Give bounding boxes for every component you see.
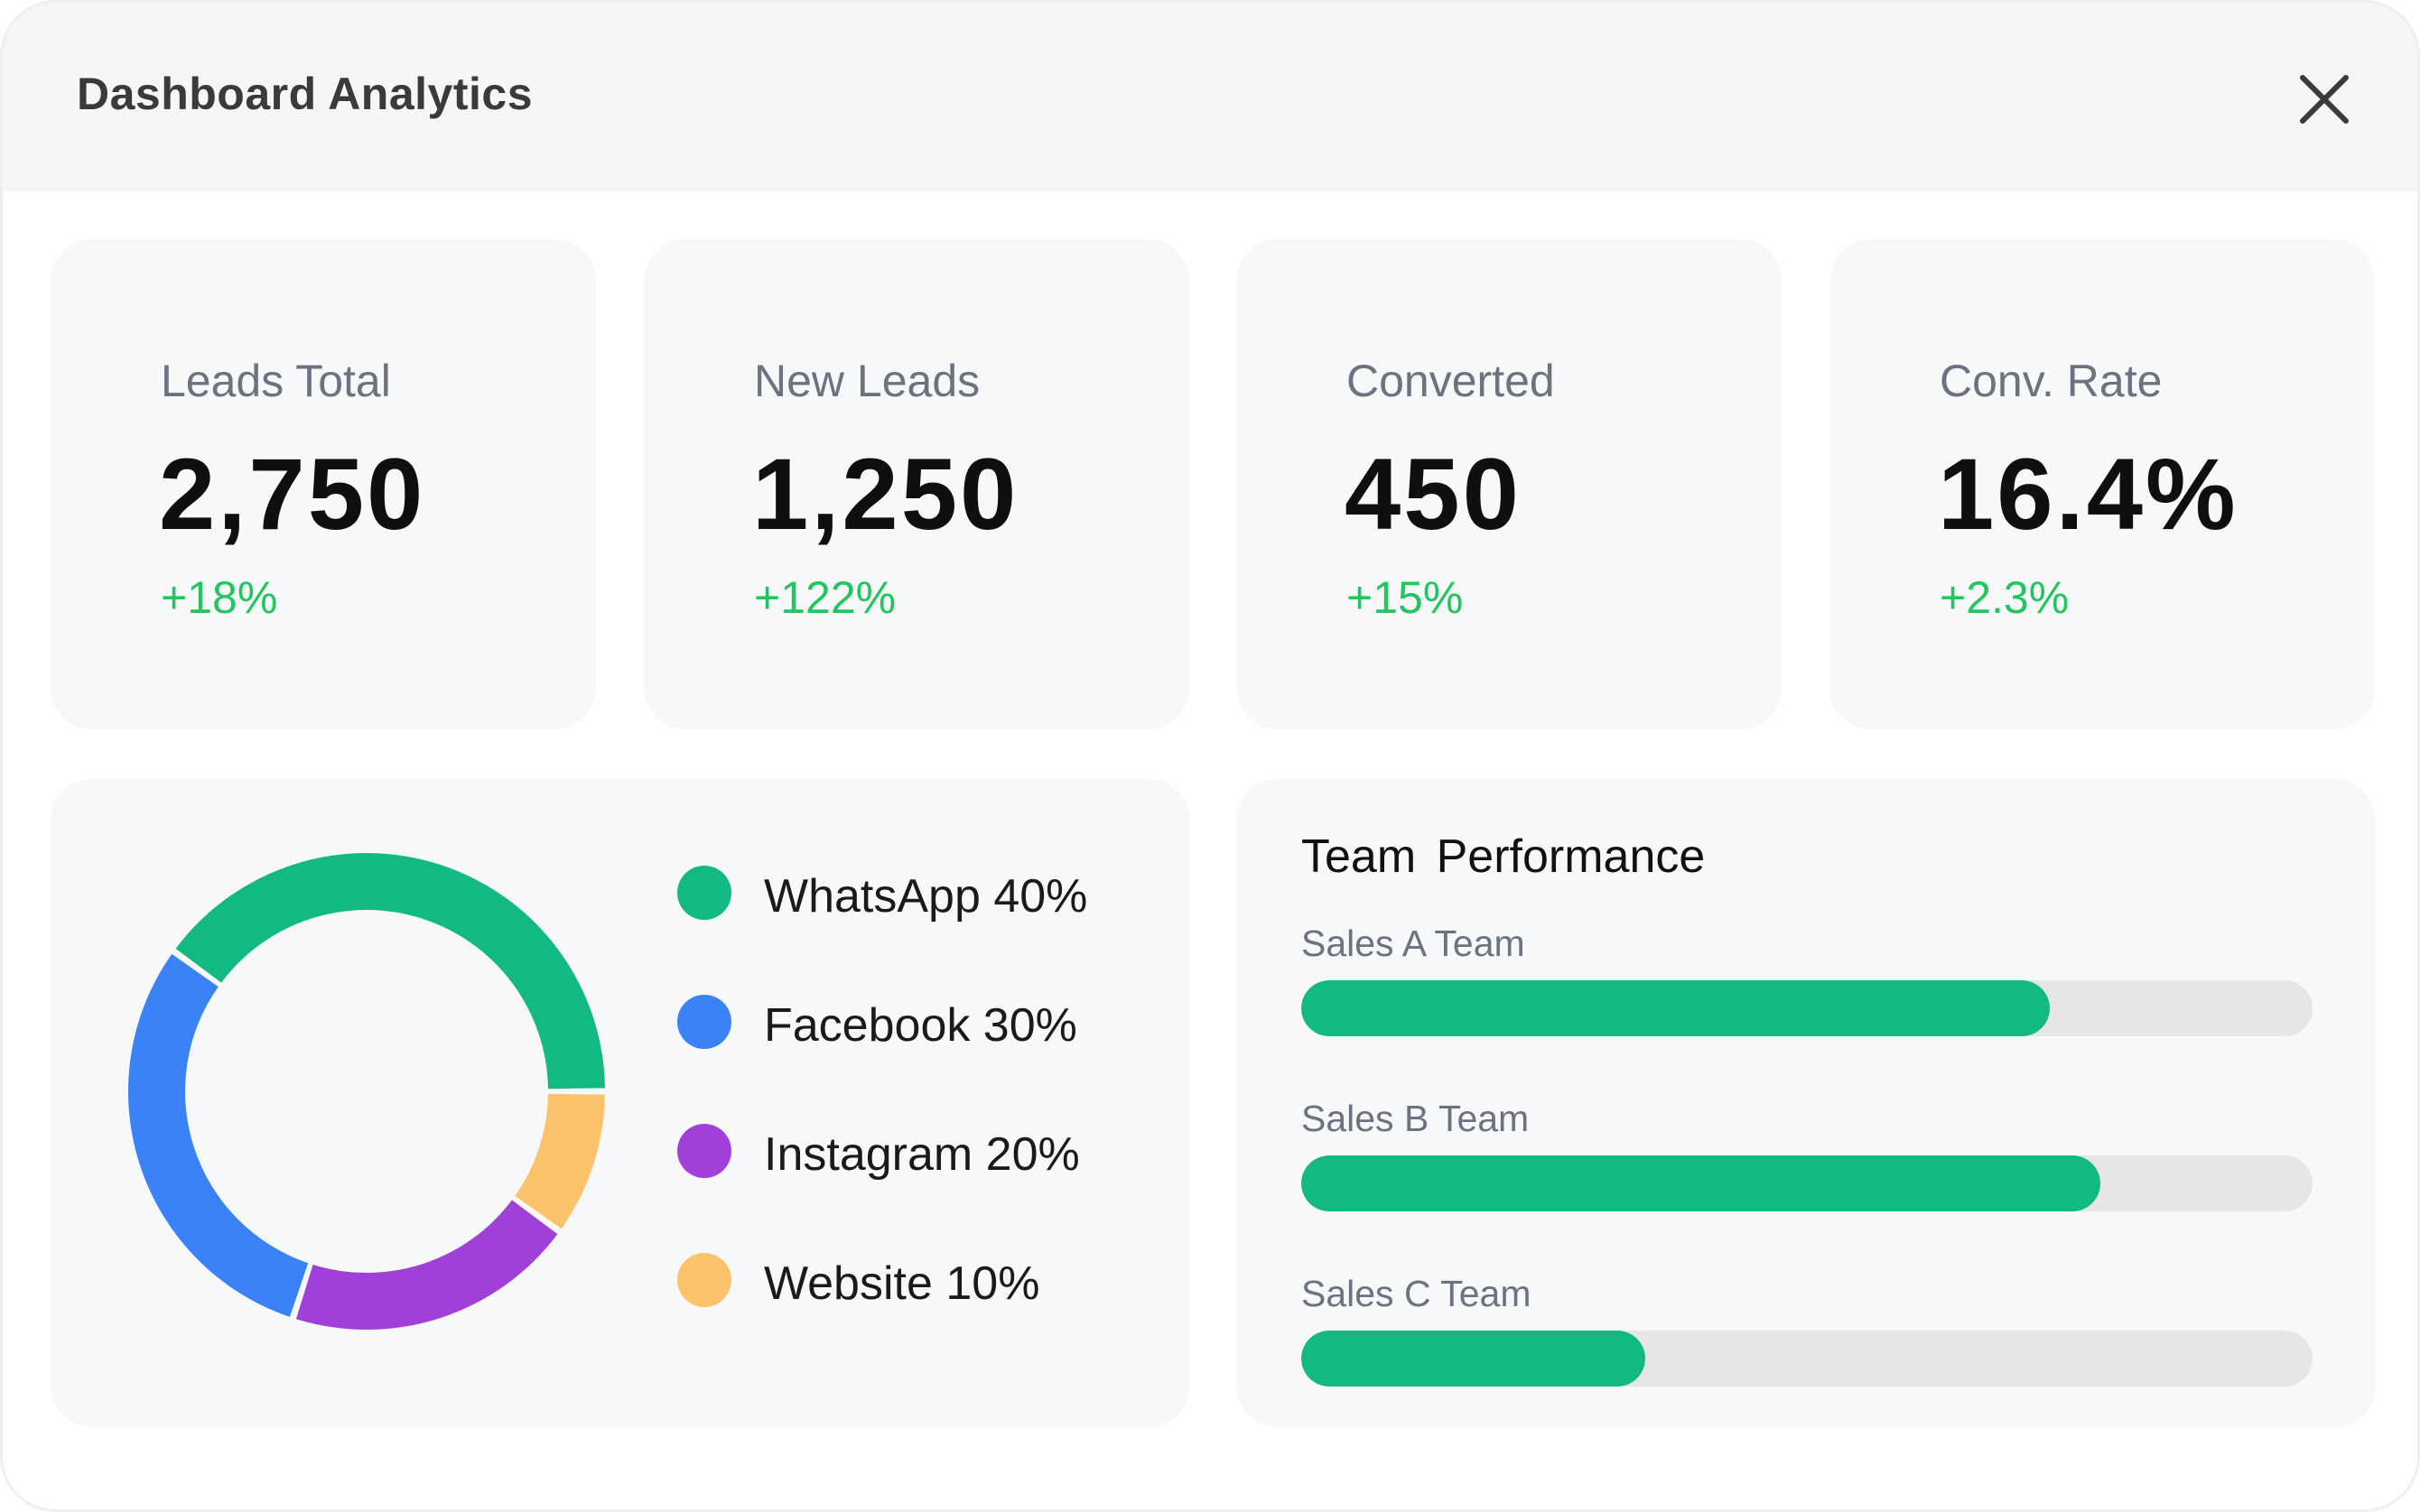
stat-card-converted: Converted 450 +15% bbox=[1236, 239, 1782, 729]
team-performance-card: Team Performance Sales A Team Sales B Te… bbox=[1236, 779, 2376, 1427]
legend-dot bbox=[677, 1253, 731, 1307]
stat-value: 450 bbox=[1345, 438, 1522, 551]
progress-bar-fill bbox=[1301, 980, 2050, 1036]
stat-change: +2.3% bbox=[1940, 572, 2070, 623]
stat-card-leads-total: Leads Total 2,750 +18% bbox=[51, 239, 596, 729]
team-performance-title: Team Performance bbox=[1301, 830, 1706, 883]
legend-label: WhatsApp 40% bbox=[764, 870, 1088, 923]
stat-value: 1,250 bbox=[752, 438, 1019, 551]
stat-card-new-leads: New Leads 1,250 +122% bbox=[644, 239, 1189, 729]
legend-dot bbox=[677, 1124, 731, 1178]
stat-label: Leads Total bbox=[161, 356, 391, 406]
lead-source-card: WhatsApp 40% Facebook 30% Instagram 20% … bbox=[51, 779, 1190, 1427]
close-icon bbox=[2300, 75, 2349, 124]
team-label: Sales A Team bbox=[1301, 923, 1525, 964]
progress-track bbox=[1301, 1331, 2313, 1387]
progress-track bbox=[1301, 980, 2313, 1036]
donut-slice-instagram bbox=[295, 1200, 558, 1330]
stat-label: Converted bbox=[1346, 356, 1555, 406]
donut-slice-website bbox=[515, 1093, 605, 1229]
team-label: Sales B Team bbox=[1301, 1098, 1530, 1139]
stat-value: 16.4% bbox=[1938, 438, 2238, 551]
legend-dot bbox=[677, 866, 731, 920]
team-label: Sales C Team bbox=[1301, 1273, 1531, 1314]
close-button[interactable] bbox=[2294, 69, 2355, 130]
donut-slice-whatsapp bbox=[175, 853, 605, 1090]
stat-label: New Leads bbox=[754, 356, 981, 406]
stat-change: +15% bbox=[1346, 572, 1464, 623]
donut-slice-facebook bbox=[128, 953, 309, 1317]
progress-bar-fill bbox=[1301, 1155, 2100, 1211]
stat-card-conv-rate: Conv. Rate 16.4% +2.3% bbox=[1829, 239, 2375, 729]
progress-track bbox=[1301, 1155, 2313, 1211]
legend-dot bbox=[677, 995, 731, 1049]
window-header: Dashboard Analytics bbox=[3, 3, 2417, 191]
legend-label: Facebook 30% bbox=[764, 999, 1077, 1052]
stat-label: Conv. Rate bbox=[1940, 356, 2163, 406]
legend-label: Website 10% bbox=[764, 1257, 1040, 1310]
stat-value: 2,750 bbox=[159, 438, 426, 551]
legend-label: Instagram 20% bbox=[764, 1128, 1080, 1181]
stat-change: +18% bbox=[161, 572, 278, 623]
stat-change: +122% bbox=[754, 572, 897, 623]
window-title: Dashboard Analytics bbox=[77, 69, 534, 119]
lead-source-donut-chart bbox=[128, 853, 605, 1330]
progress-bar-fill bbox=[1301, 1331, 1645, 1387]
